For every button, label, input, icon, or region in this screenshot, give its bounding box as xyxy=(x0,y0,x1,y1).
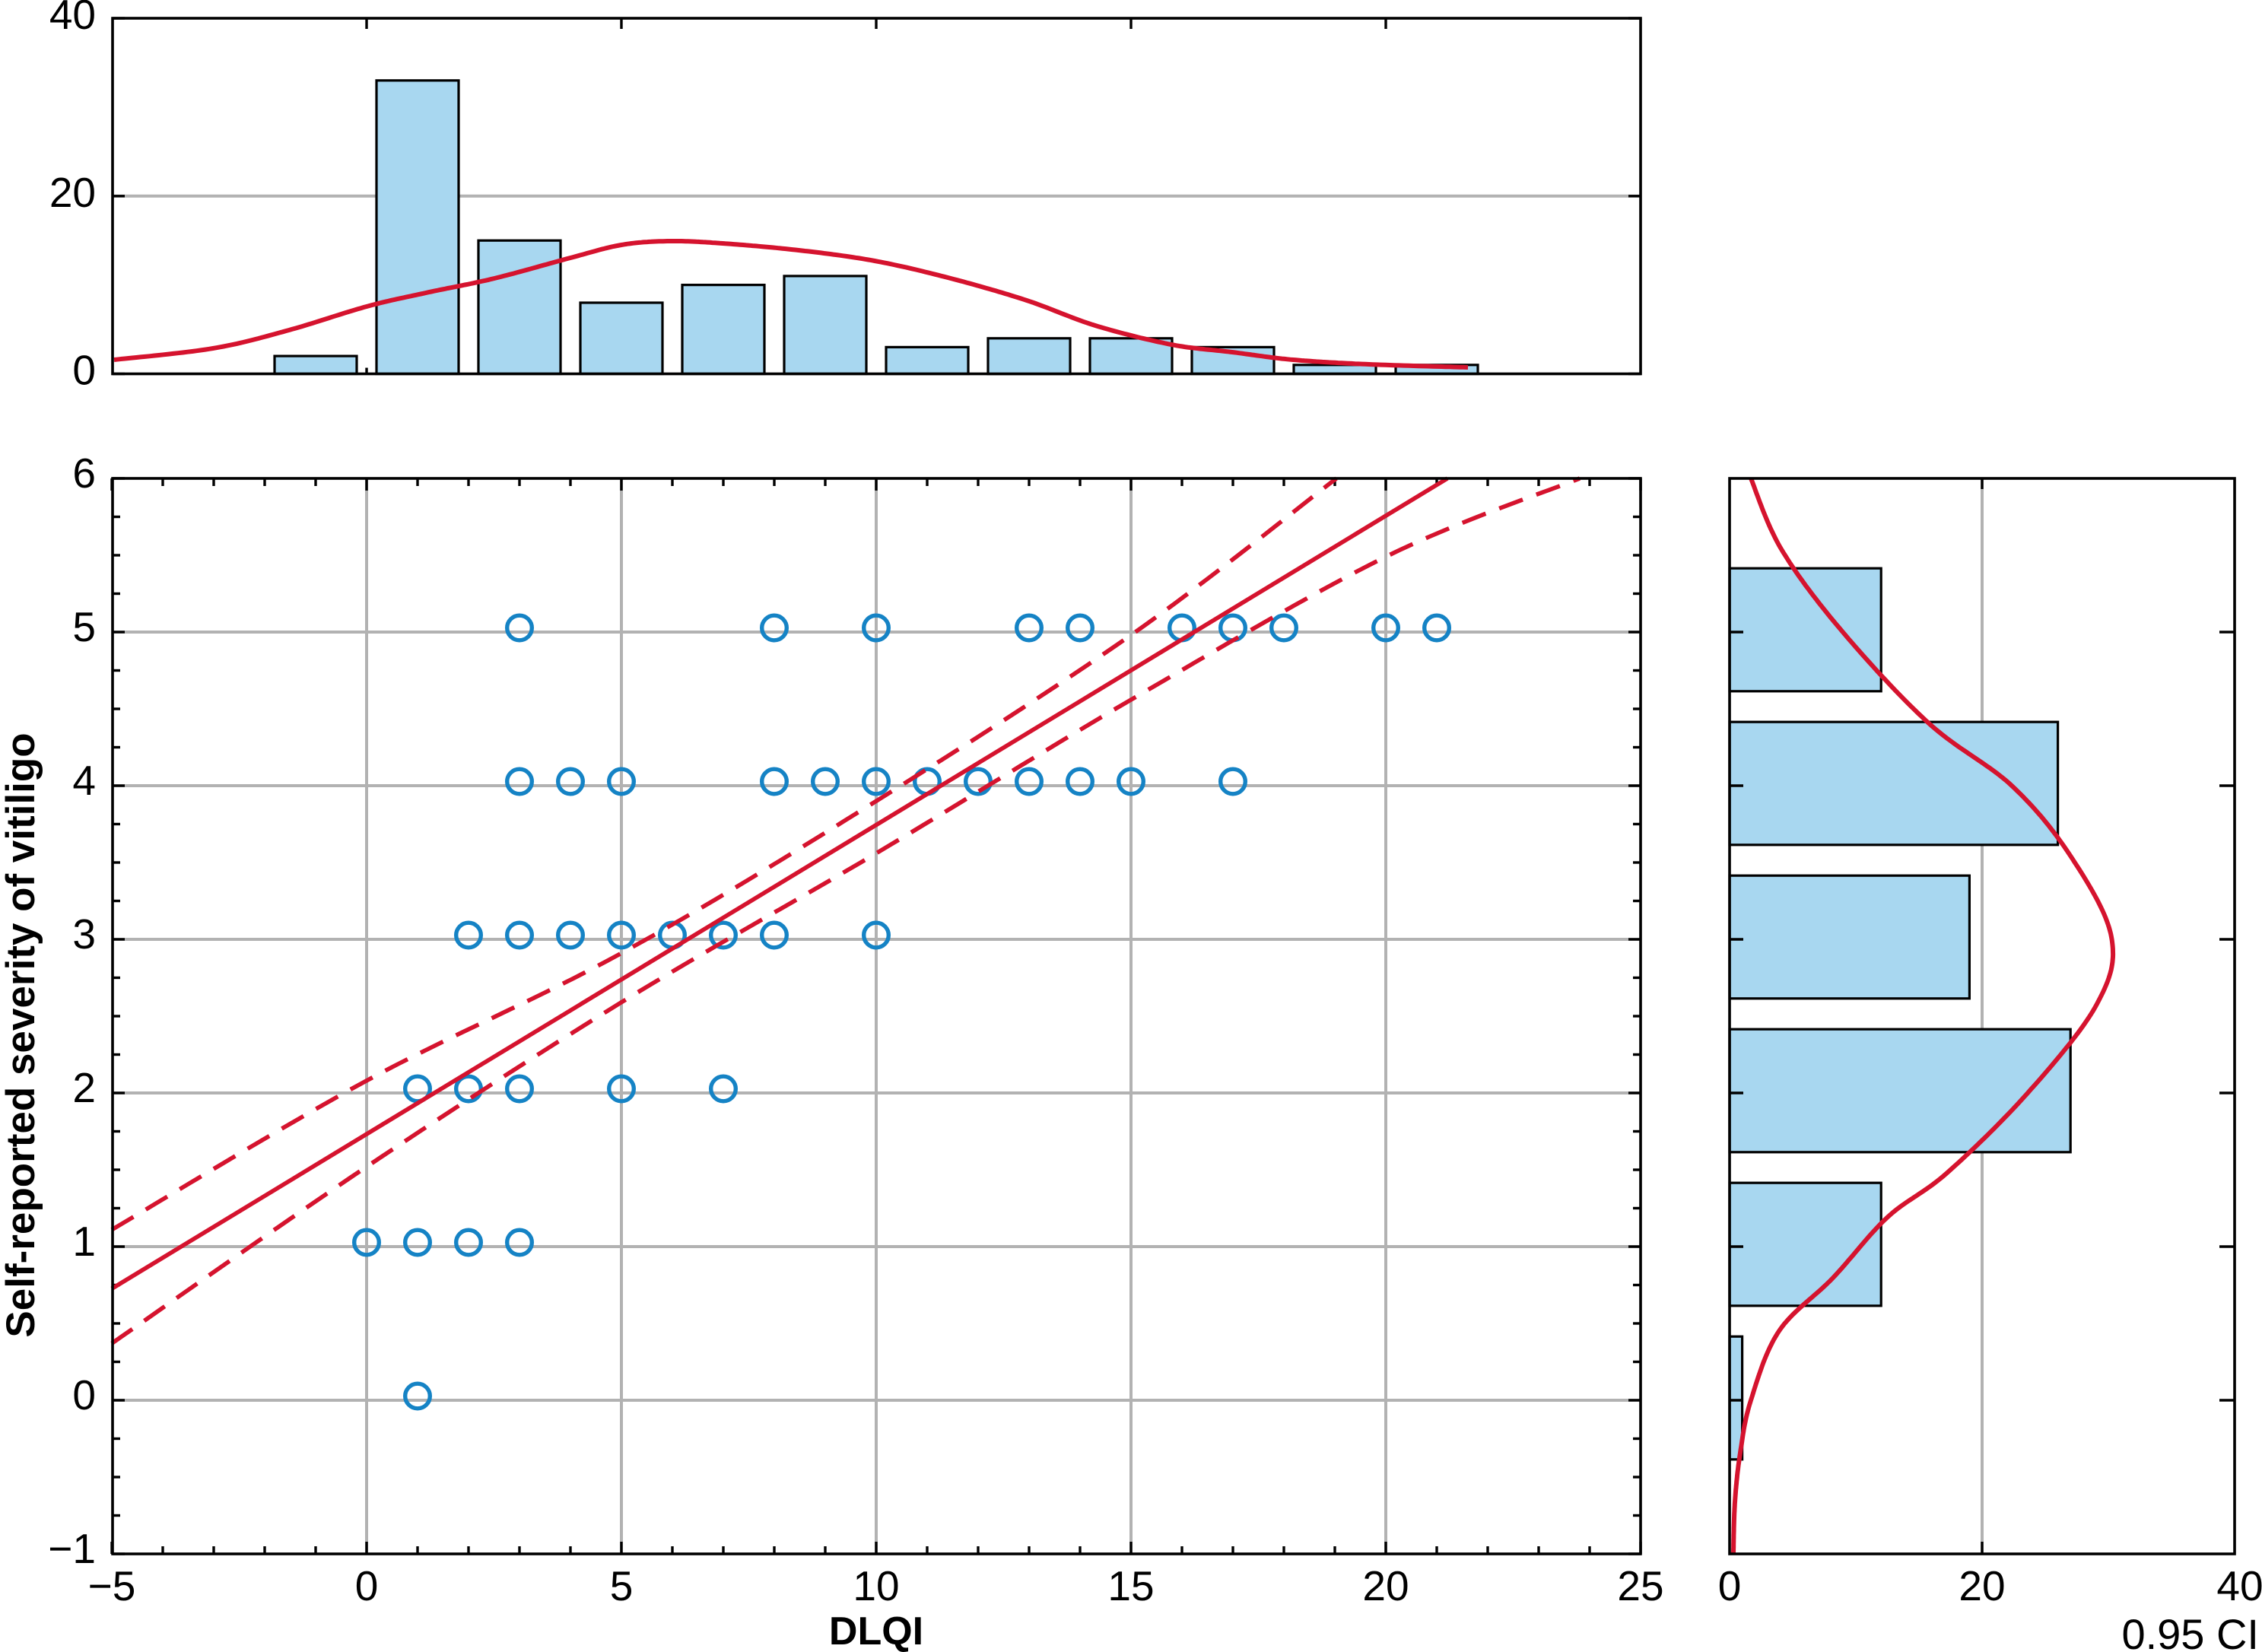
svg-text:1: 1 xyxy=(72,1218,96,1265)
svg-text:3: 3 xyxy=(72,910,96,958)
svg-text:4: 4 xyxy=(72,757,96,804)
svg-text:6: 6 xyxy=(72,450,96,497)
svg-text:DLQI: DLQI xyxy=(829,1609,923,1652)
svg-text:0: 0 xyxy=(1718,1562,1742,1609)
svg-text:0: 0 xyxy=(355,1562,379,1609)
svg-text:10: 10 xyxy=(853,1562,899,1609)
svg-text:−5: −5 xyxy=(88,1562,136,1609)
svg-text:5: 5 xyxy=(72,603,96,650)
svg-text:40: 40 xyxy=(2216,1562,2262,1609)
svg-text:0.95 CI: 0.95 CI xyxy=(2121,1610,2259,1652)
svg-text:0: 0 xyxy=(72,1371,96,1418)
svg-text:25: 25 xyxy=(1617,1562,1663,1609)
svg-text:−1: −1 xyxy=(48,1525,96,1572)
svg-text:15: 15 xyxy=(1107,1562,1154,1609)
svg-text:5: 5 xyxy=(610,1562,634,1609)
svg-text:2: 2 xyxy=(72,1064,96,1111)
svg-text:20: 20 xyxy=(1362,1562,1409,1609)
svg-text:0: 0 xyxy=(72,347,96,394)
svg-text:20: 20 xyxy=(49,169,96,216)
svg-text:40: 40 xyxy=(49,0,96,38)
svg-text:Self-reported severity of viti: Self-reported severity of vitiligo xyxy=(0,732,43,1337)
svg-text:20: 20 xyxy=(1959,1562,2005,1609)
